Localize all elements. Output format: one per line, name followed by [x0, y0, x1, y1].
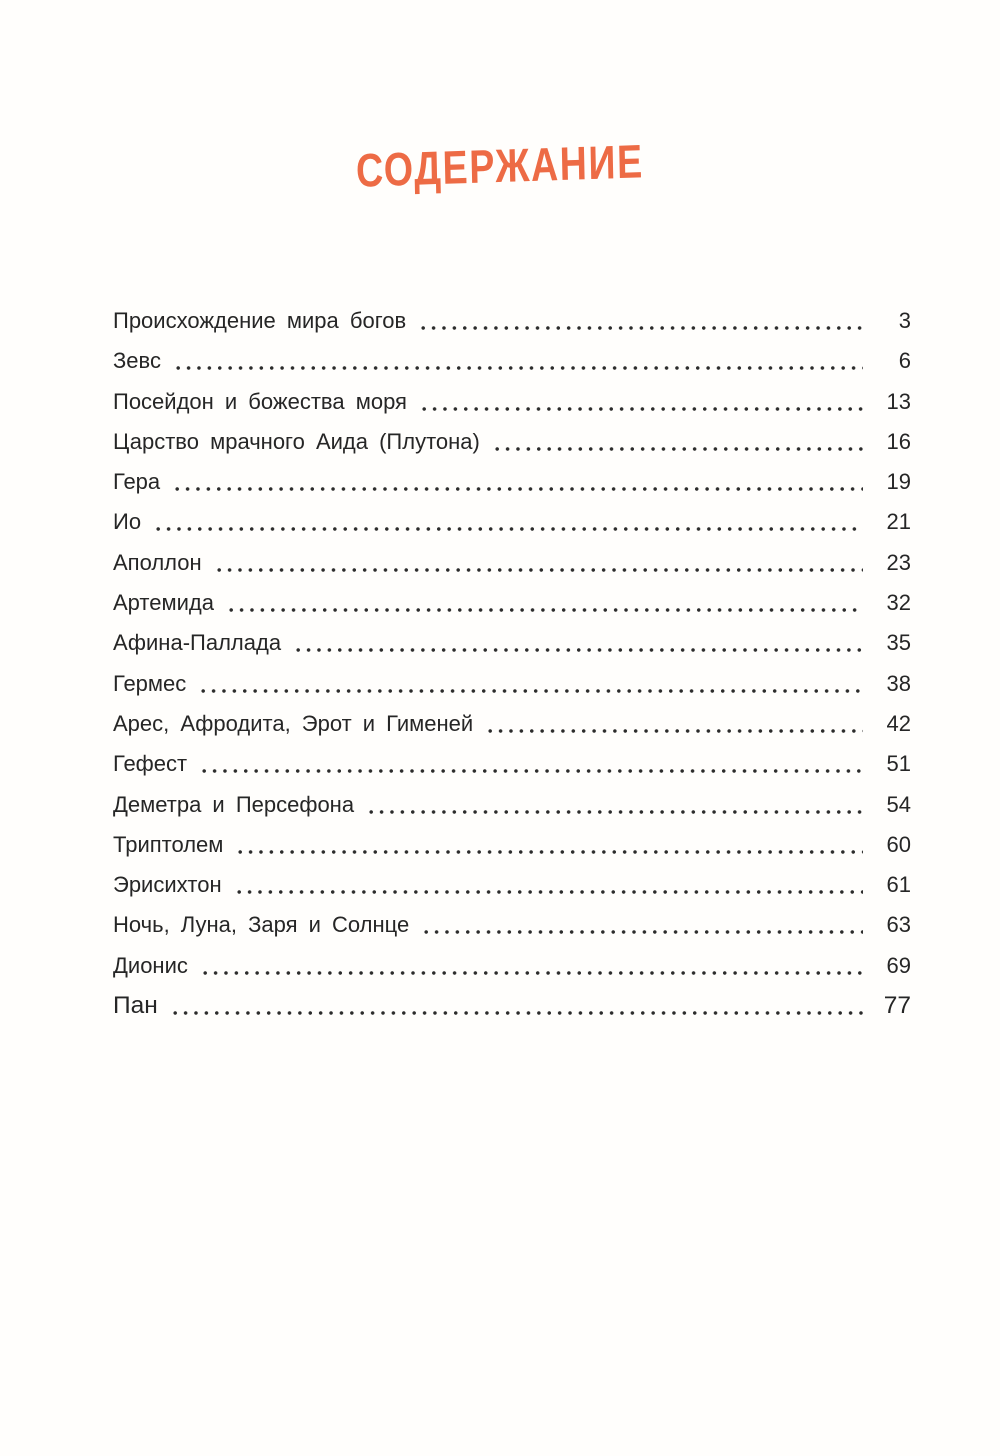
- toc-entry-page: 69: [886, 952, 911, 978]
- toc-entry-label: Зевс: [113, 348, 161, 374]
- toc-entry: Арес, Афродита, Эрот и Гименей 42: [113, 703, 911, 745]
- toc-entry: Царство мрачного Аида (Плутона) 16: [113, 421, 911, 463]
- toc-entry-label: Царство мрачного Аида (Плутона): [113, 428, 480, 454]
- toc-entry-label: Арес, Афродита, Эрот и Гименей: [113, 710, 474, 736]
- toc-entry-page: 13: [886, 388, 911, 414]
- dot-leader: [151, 502, 863, 543]
- dot-leader: [170, 462, 863, 503]
- dot-leader: [167, 986, 863, 1027]
- toc-entry-page: 60: [886, 831, 911, 857]
- dot-leader: [419, 905, 863, 946]
- toc-entry-page: 19: [886, 469, 911, 495]
- toc-entry: Гефест 51: [113, 744, 911, 785]
- toc-entry: Посейдон и божества моря 13: [113, 381, 911, 422]
- toc-entry-page: 3: [898, 308, 911, 333]
- dot-leader: [364, 784, 863, 825]
- dot-leader: [233, 824, 863, 866]
- toc-entry-page: 63: [886, 912, 911, 938]
- toc-entry: Деметра и Персефона 54: [113, 784, 911, 825]
- toc-entry-page: 6: [898, 348, 911, 374]
- dot-leader: [483, 703, 863, 745]
- dot-leader: [196, 663, 863, 704]
- toc-entry-label: Ио: [113, 509, 142, 535]
- toc-entry-label: Гера: [113, 469, 161, 495]
- toc-entry-page: 51: [886, 751, 911, 777]
- toc-entry-page: 16: [886, 428, 911, 454]
- dot-leader: [211, 542, 863, 584]
- toc-entry-page: 23: [886, 549, 911, 575]
- toc-entry-label: Посейдон и божества моря: [113, 388, 407, 414]
- page-title: СОДЕРЖАНИЕ: [355, 134, 645, 197]
- toc-entry-page: 42: [886, 710, 911, 736]
- toc-entry: Гера 19: [113, 462, 911, 503]
- toc-entry-page: 38: [886, 670, 911, 696]
- toc-entry-label: Ночь, Луна, Заря и Солнце: [113, 912, 410, 938]
- dot-leader: [231, 865, 863, 906]
- dot-leader: [416, 301, 863, 342]
- toc-entry-label: Афина-Паллада: [113, 630, 282, 656]
- toc-entry: Ио 21: [113, 502, 911, 543]
- toc-entry-label: Эрисихтон: [113, 872, 222, 898]
- toc-entry-label: Аполлон: [113, 549, 202, 575]
- toc-entry-label: Артемида: [113, 590, 214, 616]
- toc-entry-label: Гермес: [113, 670, 187, 696]
- toc-entry: Афина-Паллада 35: [113, 623, 911, 664]
- toc-entry: Происхождение мира богов 3: [113, 301, 911, 342]
- toc-entry: Аполлон 23: [113, 542, 911, 584]
- toc-entry: Артемида 32: [113, 583, 911, 624]
- toc-entry-page: 35: [886, 630, 911, 656]
- dot-leader: [223, 583, 863, 624]
- toc-entry: Дионис 69: [113, 945, 911, 987]
- dot-leader: [489, 421, 863, 463]
- toc-entry-page: 21: [886, 509, 911, 535]
- toc-entry-page: 77: [883, 992, 911, 1020]
- toc-entry-label: Деметра и Персефона: [113, 791, 355, 817]
- toc-entry: Пан 77: [113, 986, 911, 1027]
- toc-entry-label: Триптолем: [113, 831, 224, 857]
- toc-entry-label: Происхождение мира богов: [113, 308, 407, 333]
- toc-entry-page: 61: [886, 872, 911, 898]
- toc-entry: Гермес 38: [113, 663, 911, 704]
- toc-entry-label: Дионис: [113, 952, 188, 978]
- toc-entry: Ночь, Луна, Заря и Солнце 63: [113, 905, 911, 946]
- toc-list: Происхождение мира богов 3 Зевс 6 Посейд…: [113, 301, 911, 1027]
- page-title-wrap: СОДЕРЖАНИЕ: [0, 134, 1000, 196]
- toc-entry-label: Гефест: [113, 751, 188, 777]
- toc-entry-page: 54: [886, 791, 911, 817]
- dot-leader: [291, 623, 863, 664]
- toc-entry-page: 32: [886, 590, 911, 616]
- toc-entry-label: Пан: [113, 992, 158, 1020]
- toc-entry: Зевс 6: [113, 341, 911, 382]
- dot-leader: [197, 744, 863, 785]
- dot-leader: [197, 945, 863, 987]
- toc-entry: Эрисихтон 61: [113, 865, 911, 906]
- toc-entry: Триптолем 60: [113, 824, 911, 866]
- dot-leader: [416, 381, 863, 422]
- dot-leader: [170, 341, 863, 382]
